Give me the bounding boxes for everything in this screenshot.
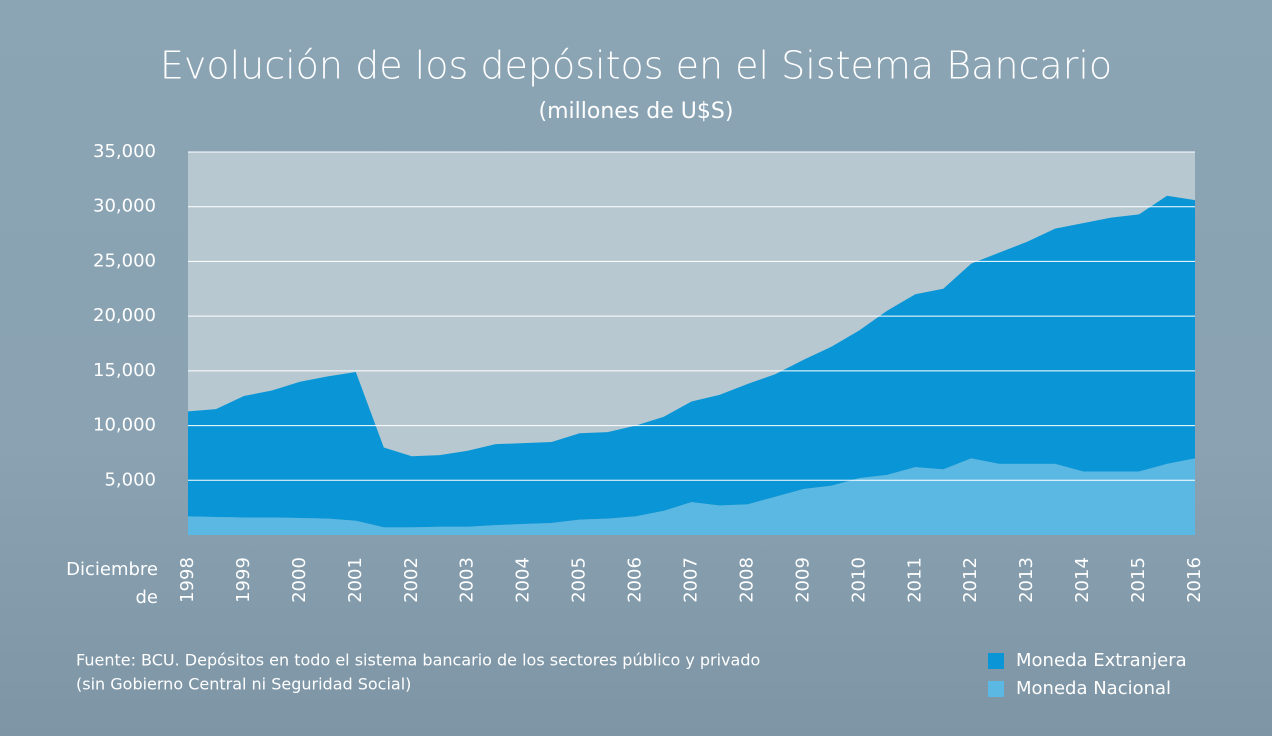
x-tick-label: 2010 [848,557,869,603]
x-tick-label: 2009 [792,557,813,603]
chart-title: Evolución de los depósitos en el Sistema… [160,44,1112,88]
legend-swatch [988,653,1004,669]
legend-label: Moneda Extranjera [1016,650,1187,671]
x-tick-label: 2000 [289,557,310,603]
y-tick-label: 20,000 [93,305,156,326]
area [188,458,1195,535]
x-tick-label: 2012 [960,557,981,603]
y-tick-label: 15,000 [93,360,156,381]
x-tick-label: 2014 [1072,557,1093,603]
legend-label: Moneda Nacional [1016,678,1171,699]
x-tick-label: 1999 [233,557,254,603]
x-tick-label: 2005 [569,557,590,603]
source-note: (sin Gobierno Central ni Seguridad Socia… [76,675,411,694]
x-tick-label: 2015 [1128,557,1149,603]
y-tick-label: 5,000 [104,469,156,490]
x-tick-label: 2001 [345,557,366,603]
x-tick-label: 2003 [457,557,478,603]
source-note: Fuente: BCU. Depósitos en todo el sistem… [76,651,760,670]
x-tick-label: 2008 [736,557,757,603]
x-axis-label: de [136,587,159,608]
x-tick-label: 2016 [1184,557,1205,603]
x-tick-label: 2011 [904,557,925,603]
x-tick-label: 2006 [625,557,646,603]
y-tick-label: 25,000 [93,250,156,271]
x-tick-label: 2013 [1016,557,1037,603]
area [188,195,1195,528]
x-tick-label: 1998 [177,557,198,603]
y-tick-label: 35,000 [93,141,156,162]
legend-swatch [988,681,1004,697]
y-tick-label: 30,000 [93,196,156,217]
chart-subtitle: (millones de U$S) [539,99,734,124]
x-axis-label: Diciembre [66,559,158,580]
x-tick-label: 2007 [681,557,702,603]
x-tick-label: 2004 [513,557,534,603]
y-tick-label: 10,000 [93,415,156,436]
x-tick-label: 2002 [401,557,422,603]
